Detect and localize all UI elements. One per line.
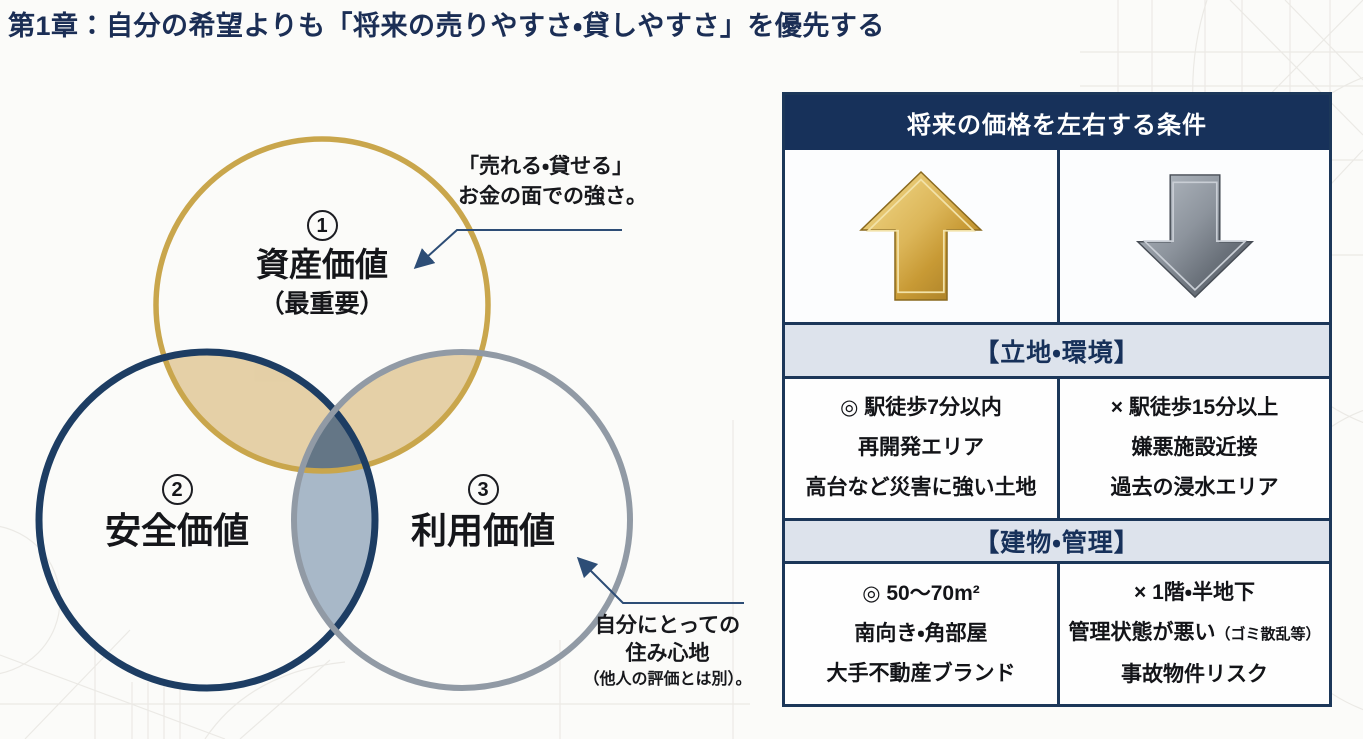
gold-up-arrow-icon	[859, 170, 983, 301]
circled-number-2-icon: 2	[161, 474, 193, 505]
annotation-asset-line1: 「売れる・貸せる」	[458, 155, 634, 178]
circled-number-1-icon: 1	[306, 210, 338, 241]
section-header-location: 【立地・環境】	[785, 322, 1329, 379]
use-value-circle	[291, 349, 633, 691]
cell-line: × 駅徒歩15分以上	[1110, 396, 1279, 420]
safety-value-label: 安全価値	[104, 510, 249, 551]
cell-line: × 1階・半地下	[1134, 580, 1255, 604]
asset-value-sublabel: （最重要）	[259, 290, 385, 319]
table-title: 将来の価格を左右する条件	[785, 95, 1329, 150]
cell-line: 大手不動産ブランド	[826, 661, 1016, 685]
safety-value-circle	[35, 348, 379, 692]
cell-line: ◎ 50〜70m²	[862, 581, 980, 605]
cell-line-note: （ゴミ散乱等）	[1215, 625, 1321, 643]
gray-down-arrow-icon	[1135, 174, 1254, 299]
cell-line: 管理状態が悪い（ゴミ散乱等）	[1068, 613, 1320, 655]
page-title: 第1章：自分の希望よりも「将来の売りやすさ・貸しやすさ」を優先する	[8, 11, 885, 41]
cell-line: 嫌悪施設近接	[1131, 436, 1258, 460]
callout-line-asset	[413, 229, 622, 270]
section-header-building: 【建物・管理】	[785, 517, 1329, 564]
asset-value-label: 資産価値	[256, 246, 388, 283]
circled-number-3-icon: 3	[467, 474, 499, 505]
building-positive-cell: ◎ 50〜70m² 南向き・角部屋 大手不動産ブランド	[785, 563, 1057, 704]
cell-line: 高台など災害に強い土地	[805, 476, 1037, 500]
cell-line: 事故物件リスク	[1121, 662, 1268, 686]
overlap-gold-fill	[156, 352, 488, 471]
annotation-use: 自分にとっての 住み心地 （他人の評価とは別）。	[560, 612, 775, 691]
venn-label-safety-value: 2 安全価値	[72, 474, 282, 553]
annotation-asset-line2: お金の面での強さ。	[458, 185, 647, 209]
callout-line-use	[576, 556, 744, 604]
cell-line: ◎ 駅徒歩7分以内	[840, 396, 1002, 420]
cell-line: 過去の浸水エリア	[1110, 476, 1279, 500]
cell-line: 南向き・角部屋	[854, 621, 988, 645]
annotation-asset: 「売れる・貸せる」 お金の面での強さ。	[458, 152, 647, 213]
cell-line: 再開発エリア	[858, 436, 984, 460]
venn-label-use-value: 3 利用価値	[378, 474, 588, 553]
venn-label-asset-value: 1 資産価値 （最重要）	[212, 210, 432, 319]
asset-value-circle	[153, 136, 491, 474]
location-positive-cell: ◎ 駅徒歩7分以内 再開発エリア 高台など災害に強い土地	[785, 379, 1057, 518]
annotation-use-line3: （他人の評価とは別）。	[583, 671, 752, 689]
arrow-row	[785, 150, 1329, 322]
annotation-use-line1: 自分にとっての	[594, 614, 741, 637]
cell-line-main: 管理状態が悪い	[1068, 620, 1216, 644]
price-down-cell	[1057, 150, 1329, 322]
conditions-table: 将来の価格を左右する条件	[782, 92, 1332, 707]
use-value-label: 利用価値	[410, 510, 555, 551]
building-negative-cell: × 1階・半地下 管理状態が悪い（ゴミ散乱等） 事故物件リスク	[1057, 563, 1329, 704]
price-up-cell	[785, 150, 1057, 322]
building-row: ◎ 50〜70m² 南向き・角部屋 大手不動産ブランド × 1階・半地下 管理状…	[785, 563, 1329, 704]
location-row: ◎ 駅徒歩7分以内 再開発エリア 高台など災害に強い土地 × 駅徒歩15分以上 …	[785, 379, 1329, 518]
annotation-use-line2: 住み心地	[625, 641, 710, 665]
location-negative-cell: × 駅徒歩15分以上 嫌悪施設近接 過去の浸水エリア	[1057, 379, 1329, 518]
